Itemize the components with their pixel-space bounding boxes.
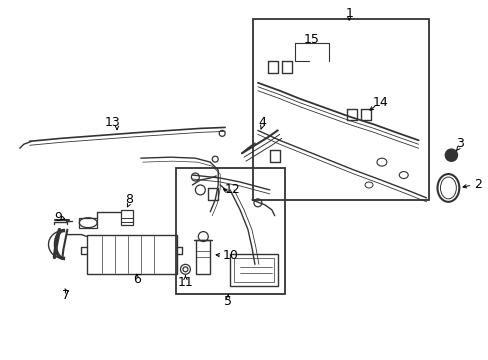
Text: 12: 12 bbox=[224, 184, 240, 197]
Bar bbox=[79, 218, 97, 228]
Bar bbox=[121, 210, 133, 225]
Text: 5: 5 bbox=[224, 294, 232, 307]
Text: 11: 11 bbox=[177, 276, 193, 289]
Bar bbox=[252, 19, 427, 200]
Text: 2: 2 bbox=[473, 179, 481, 192]
Bar bbox=[234, 258, 273, 282]
Text: 14: 14 bbox=[372, 96, 388, 109]
Text: 8: 8 bbox=[124, 193, 133, 206]
Bar bbox=[230, 255, 277, 286]
Bar bbox=[87, 235, 176, 274]
Text: 7: 7 bbox=[62, 289, 70, 302]
Text: 15: 15 bbox=[303, 33, 319, 46]
Bar bbox=[196, 239, 210, 274]
Text: 6: 6 bbox=[133, 273, 141, 286]
Text: 3: 3 bbox=[455, 137, 463, 150]
Bar bbox=[175, 168, 284, 294]
Text: 10: 10 bbox=[222, 249, 238, 262]
Text: 13: 13 bbox=[105, 116, 121, 129]
Circle shape bbox=[445, 149, 456, 161]
Text: 9: 9 bbox=[54, 211, 62, 224]
Text: 4: 4 bbox=[257, 116, 265, 129]
Text: 1: 1 bbox=[345, 7, 352, 20]
